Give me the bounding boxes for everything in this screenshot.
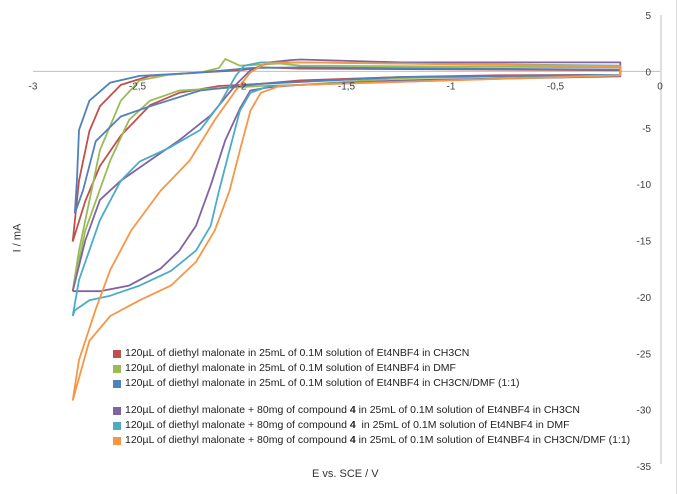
legend-swatch: [113, 436, 121, 445]
x-tick-label: -3: [29, 81, 38, 92]
series-line-5: [71, 61, 622, 317]
legend-label: 120µL of diethyl malonate in 25mL of 0.1…: [125, 347, 470, 359]
y-tick-label: -30: [637, 406, 652, 417]
legend-item-3: 120µL of diethyl malonate in 25mL of 0.1…: [113, 376, 630, 391]
compound-number: 4: [349, 434, 356, 446]
legend-swatch: [113, 421, 121, 430]
series-line-2: [71, 58, 622, 292]
y-tick-label: -5: [642, 124, 651, 135]
x-tick-label: -2: [238, 81, 247, 92]
legend-label: 120µL of diethyl malonate + 80mg of comp…: [125, 419, 350, 431]
chart-frame: [676, 0, 677, 494]
y-axis-label: I / mA: [11, 223, 24, 253]
y-tick-label: 0: [645, 67, 651, 78]
legend-item-5: 120µL of diethyl malonate + 80mg of comp…: [113, 418, 630, 433]
series-line-6: [71, 61, 622, 401]
series-group: [71, 58, 622, 401]
axes: [33, 15, 662, 464]
compound-number: 4: [349, 404, 356, 416]
y-tick-label: 5: [645, 11, 651, 22]
legend-swatch: [113, 406, 121, 415]
legend-label: 120µL of diethyl malonate in 25mL of 0.1…: [125, 377, 520, 389]
legend-item-1: 120µL of diethyl malonate in 25mL of 0.1…: [113, 346, 630, 361]
legend-label: in 25mL of 0.1M solution of Et4NBF4 in C…: [355, 404, 580, 416]
legend-label: in 25mL of 0.1M solution of Et4NBF4 in C…: [355, 434, 631, 446]
legend-swatch: [113, 364, 121, 373]
x-axis-label: E vs. SCE / V: [312, 468, 379, 480]
x-tick-label: -2,5: [129, 81, 147, 92]
legend: 120µL of diethyl malonate in 25mL of 0.1…: [113, 346, 630, 448]
y-tick-label: -15: [637, 237, 652, 248]
legend-label: 120µL of diethyl malonate + 80mg of comp…: [125, 434, 350, 446]
y-tick-label: -35: [637, 462, 652, 473]
y-tick-label: -20: [637, 293, 652, 304]
legend-item-6: 120µL of diethyl malonate + 80mg of comp…: [113, 433, 630, 448]
compound-number: 4: [349, 419, 356, 431]
series-line-4: [71, 58, 622, 293]
tick-labels: -3 -2,5 -2 -1,5 -1 -0,5 0 5 0 -5 -10 -15 -20 -25 -30 -3…: [29, 11, 664, 473]
x-tick-label: -0,5: [547, 81, 565, 92]
legend-swatch: [113, 379, 121, 388]
legend-item-4: 120µL of diethyl malonate + 80mg of comp…: [113, 403, 630, 418]
y-tick-label: -10: [637, 180, 652, 191]
y-tick-label: -25: [637, 349, 652, 360]
x-tick-label: -1,5: [338, 81, 356, 92]
legend-item-2: 120µL of diethyl malonate in 25mL of 0.1…: [113, 361, 630, 376]
legend-swatch: [113, 349, 121, 358]
x-tick-label: -1: [447, 81, 456, 92]
legend-label: 120µL of diethyl malonate in 25mL of 0.1…: [125, 362, 456, 374]
legend-label: in 25mL of 0.1M solution of Et4NBF4 in D…: [355, 419, 570, 431]
x-tick-label: 0: [657, 81, 663, 92]
legend-label: 120µL of diethyl malonate + 80mg of comp…: [125, 404, 350, 416]
